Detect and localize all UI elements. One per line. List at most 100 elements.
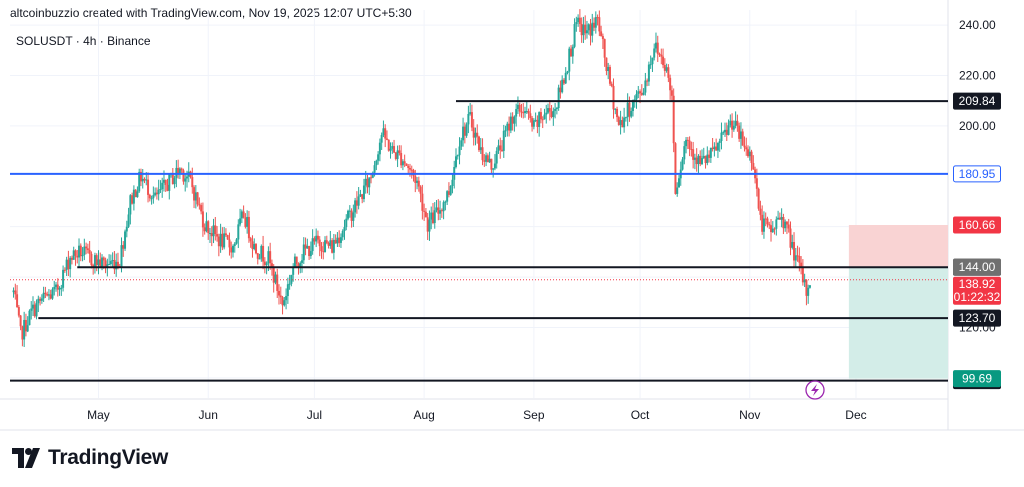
candle-body bbox=[454, 156, 457, 167]
candle-body bbox=[143, 178, 146, 181]
candle-body bbox=[26, 325, 29, 332]
candle-body bbox=[24, 319, 27, 332]
candle-body bbox=[375, 160, 378, 166]
candle-body bbox=[235, 239, 238, 244]
candle-body bbox=[798, 255, 801, 263]
time-axis[interactable]: May Jun Jul Aug Sep Oct Nov Dec bbox=[87, 408, 866, 422]
candle-body bbox=[731, 120, 734, 130]
candle-body bbox=[639, 91, 642, 94]
candle-body bbox=[63, 269, 66, 271]
candle-body bbox=[173, 177, 176, 185]
candle-body bbox=[796, 255, 799, 257]
candle-body bbox=[653, 48, 656, 58]
candle-body bbox=[501, 149, 504, 151]
lightning-icon[interactable] bbox=[805, 380, 825, 400]
candle-body bbox=[327, 242, 330, 246]
candle-body bbox=[175, 167, 178, 178]
candle-body bbox=[136, 191, 139, 198]
position-zones[interactable] bbox=[848, 225, 948, 379]
candle-body bbox=[532, 120, 535, 127]
candle-body bbox=[715, 146, 718, 151]
candle-body bbox=[474, 132, 477, 138]
attribution-text: altcoinbuzzio created with TradingView.c… bbox=[10, 6, 412, 20]
candle-body bbox=[139, 171, 142, 182]
candle-body bbox=[106, 264, 109, 268]
candle-body bbox=[65, 259, 68, 270]
candle-body bbox=[589, 24, 592, 36]
candle-body bbox=[444, 201, 447, 203]
candle-body bbox=[345, 218, 348, 228]
candle-body bbox=[410, 169, 413, 171]
candle-body bbox=[791, 242, 794, 248]
candle-body bbox=[635, 93, 638, 100]
candle-body bbox=[334, 239, 337, 244]
candle-body bbox=[14, 290, 17, 295]
candle-body bbox=[288, 283, 291, 285]
candle-body bbox=[495, 150, 498, 164]
last-price-value: 138.92 bbox=[959, 277, 996, 291]
candle-body bbox=[669, 77, 672, 91]
candle-body bbox=[208, 233, 211, 235]
level-tag: 209.84 bbox=[953, 92, 1001, 110]
candle-body bbox=[398, 150, 401, 154]
candle-body bbox=[752, 162, 755, 170]
candle-body bbox=[308, 246, 311, 257]
candle-body bbox=[626, 102, 629, 118]
stop-loss-zone[interactable] bbox=[848, 225, 948, 267]
candle-body bbox=[423, 210, 426, 212]
candle-body bbox=[435, 207, 438, 211]
candle-body bbox=[60, 287, 63, 289]
candle-body bbox=[347, 210, 350, 219]
candle-body bbox=[281, 297, 284, 306]
candle-body bbox=[56, 284, 59, 290]
candle-body bbox=[782, 217, 785, 229]
candle-body bbox=[654, 42, 657, 49]
candle-body bbox=[72, 250, 75, 260]
candle-body bbox=[74, 250, 77, 256]
candle-body bbox=[318, 239, 321, 247]
candle-body bbox=[681, 159, 684, 170]
candle-body bbox=[516, 104, 519, 109]
candle-body bbox=[341, 231, 344, 238]
tradingview-logo[interactable]: TradingView bbox=[12, 446, 168, 470]
candle-body bbox=[226, 235, 229, 240]
level-tag-label: 123.70 bbox=[959, 311, 996, 325]
candle-body bbox=[69, 257, 72, 270]
candle-body bbox=[258, 258, 261, 260]
candle-body bbox=[759, 208, 762, 215]
candle-body bbox=[70, 257, 73, 260]
candle-body bbox=[161, 182, 164, 190]
horizontal-levels[interactable] bbox=[10, 100, 948, 382]
candle-body bbox=[543, 114, 546, 120]
candle-body bbox=[265, 263, 268, 265]
candle-body bbox=[502, 130, 505, 151]
candle-body bbox=[359, 194, 362, 197]
candle-body bbox=[368, 177, 371, 188]
candle-body bbox=[285, 296, 288, 301]
candle-body bbox=[224, 233, 227, 236]
candle-body bbox=[17, 307, 20, 316]
candle-body bbox=[391, 146, 394, 149]
candle-body bbox=[555, 108, 558, 110]
candle-body bbox=[743, 145, 746, 148]
candle-body bbox=[534, 119, 537, 121]
candle-body bbox=[692, 149, 695, 160]
candle-body bbox=[603, 39, 606, 58]
candle-body bbox=[665, 67, 668, 71]
candle-body bbox=[566, 71, 569, 73]
candle-body bbox=[180, 168, 183, 171]
candle-body bbox=[486, 155, 489, 163]
candle-body bbox=[33, 304, 36, 317]
candle-body bbox=[773, 228, 776, 230]
candle-body bbox=[155, 192, 158, 195]
take-profit-zone[interactable] bbox=[848, 266, 948, 379]
candle-body bbox=[492, 168, 495, 170]
candle-body bbox=[559, 87, 562, 93]
candle-body bbox=[518, 104, 521, 112]
candle-body bbox=[662, 56, 665, 66]
candle-body bbox=[417, 180, 420, 187]
level-tag-blue: 180.95 bbox=[953, 165, 1001, 183]
target-tag: 99.69 bbox=[953, 370, 1001, 388]
candle-body bbox=[260, 245, 263, 259]
